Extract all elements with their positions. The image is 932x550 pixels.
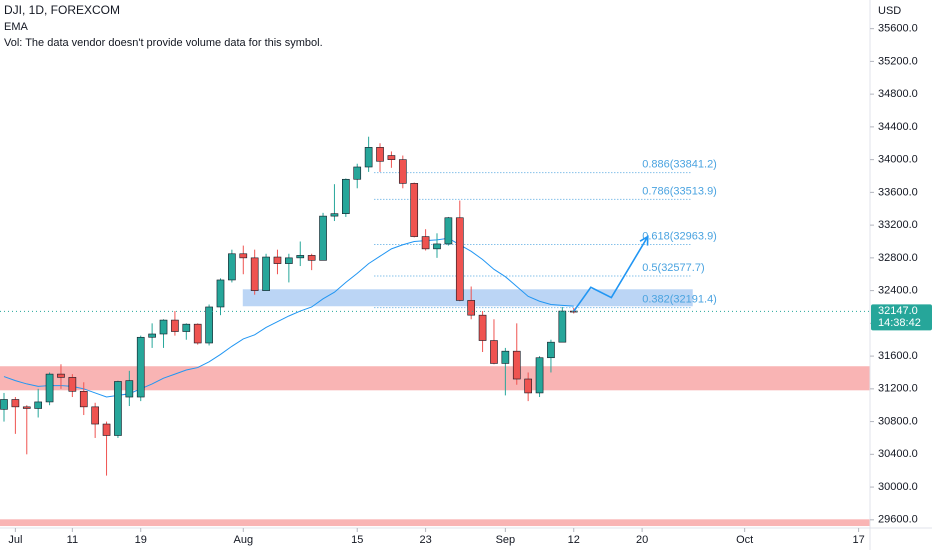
candle-body (159, 319, 168, 335)
candle-body (524, 378, 532, 394)
candle-body (136, 336, 145, 398)
volume-note: Vol: The data vendor doesn't provide vol… (4, 37, 323, 49)
last-price-label: 32147.0 (878, 305, 918, 317)
candle-body (193, 323, 202, 344)
candle-body (273, 256, 282, 264)
zone (0, 366, 870, 391)
candle-body (558, 310, 567, 343)
y-tick-label: 30400.0 (878, 448, 918, 460)
projection-arrowhead (639, 235, 649, 246)
y-tick-label: 35200.0 (878, 55, 918, 67)
candle-body (535, 357, 544, 394)
y-tick-label: 30000.0 (878, 481, 918, 493)
y-tick-label: 31200.0 (878, 383, 918, 395)
candle-body (250, 257, 259, 291)
x-tick-label: 19 (135, 534, 147, 546)
candle-body (330, 213, 339, 217)
candle-body (57, 373, 65, 378)
candle-body (148, 333, 156, 338)
ema-line (3, 237, 574, 398)
candle-body (410, 183, 419, 237)
candle-body (364, 147, 373, 168)
y-tick-label: 33200.0 (878, 219, 918, 231)
candle-body (547, 341, 555, 359)
candle-body (512, 350, 521, 380)
candle-body (490, 340, 498, 364)
candle-body (228, 253, 236, 281)
candle-body (285, 257, 293, 264)
candle-body (102, 423, 111, 436)
projection-path (573, 236, 649, 312)
candle-body (114, 381, 122, 436)
fib-label: 0.618(32963.9) (642, 230, 717, 242)
candle-body (319, 215, 327, 261)
candle-body (478, 314, 487, 341)
candle-body (45, 373, 54, 403)
y-tick-label: 33600.0 (878, 186, 918, 198)
candle-body (182, 323, 191, 332)
candle-body (455, 217, 464, 301)
candle-body (307, 255, 316, 261)
x-tick-label: Sep (496, 534, 516, 546)
candle-body (0, 399, 8, 410)
y-tick-label: 34000.0 (878, 154, 918, 166)
candle-body (171, 319, 179, 332)
y-tick-label: 35600.0 (878, 23, 918, 35)
candle-body (79, 390, 88, 408)
candle-body (11, 399, 20, 408)
candle-body (433, 243, 441, 250)
fib-label: 0.382(32191.4) (642, 294, 717, 306)
x-tick-label: Jul (8, 534, 22, 546)
y-tick-label: 29600.0 (878, 514, 918, 526)
candle-body (205, 306, 213, 344)
candle-body (342, 178, 350, 214)
candle-body (91, 406, 99, 425)
fib-label: 0.5(32577.7) (642, 262, 704, 274)
currency-label: USD (878, 5, 901, 17)
fib-label: 0.886(33841.2) (642, 159, 717, 171)
candle-body (68, 377, 77, 392)
candle-body (421, 236, 430, 250)
candle-body (467, 300, 476, 316)
indicator-label: EMA (4, 21, 29, 33)
candle-body (296, 255, 305, 259)
candle-body (353, 166, 362, 180)
candle-body (216, 279, 225, 308)
y-tick-label: 32800.0 (878, 252, 918, 264)
candle-body (34, 401, 43, 409)
y-tick-label: 32400.0 (878, 285, 918, 297)
y-tick-label: 31600.0 (878, 350, 918, 362)
candle-body (262, 256, 270, 291)
candle-body (444, 217, 453, 245)
y-tick-label: 30800.0 (878, 415, 918, 427)
countdown-label: 14:38:42 (878, 317, 921, 329)
last-price-box (871, 304, 932, 331)
chart-title: DJI, 1D, FOREXCOM (4, 3, 120, 17)
candle-body (22, 406, 31, 409)
x-tick-label: 23 (419, 534, 431, 546)
x-tick-label: Aug (233, 534, 253, 546)
candle-body (398, 159, 407, 184)
candle-body (501, 350, 510, 364)
candle-body (239, 253, 248, 259)
x-tick-label: 20 (636, 534, 648, 546)
axes: 29600.0 30000.0 30400.0 30800.0 31200.0 31600… (8, 23, 932, 546)
candle-body (387, 155, 396, 160)
plot-area: 0.886(33841.2) 0.786(33513.9) 0.618(32963.… (0, 136, 870, 527)
y-tick-label: 34400.0 (878, 121, 918, 133)
x-tick-label: 15 (351, 534, 363, 546)
candle-body (376, 147, 384, 162)
x-tick-label: 12 (568, 534, 580, 546)
x-tick-label: 17 (852, 534, 864, 546)
zone (0, 519, 870, 527)
x-tick-label: 11 (67, 534, 78, 546)
candle-body (125, 380, 134, 398)
fib-label: 0.786(33513.9) (642, 185, 717, 197)
y-tick-label: 34800.0 (878, 88, 918, 100)
x-tick-label: Oct (736, 534, 753, 546)
